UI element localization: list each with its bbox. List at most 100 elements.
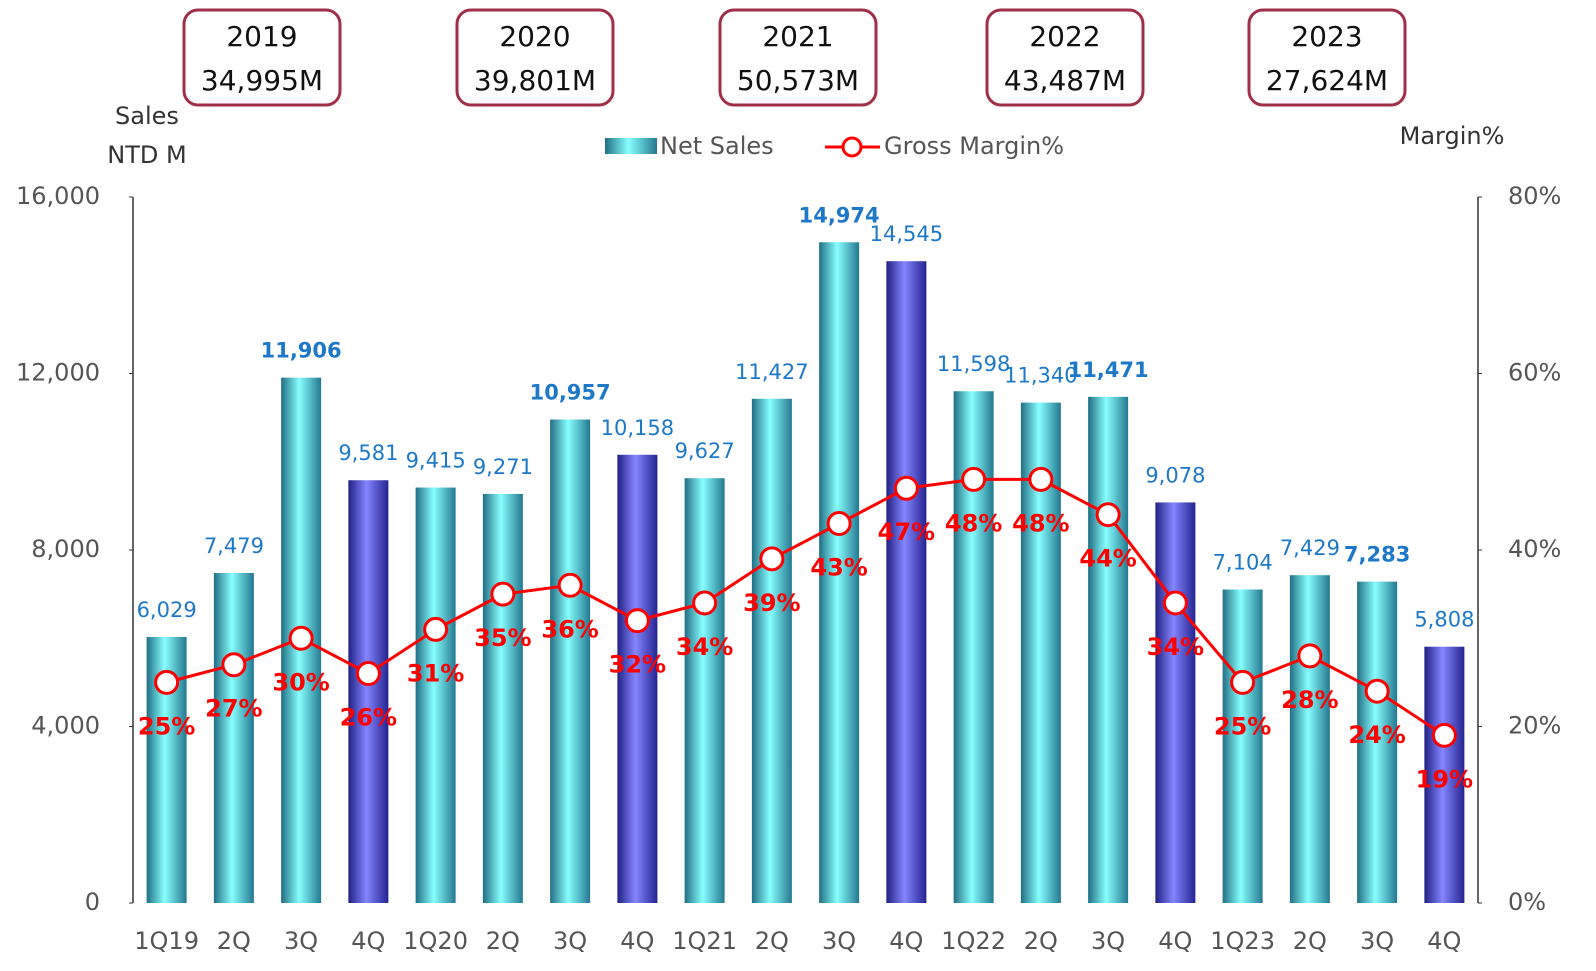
bar-value-label: 11,598 (937, 352, 1010, 376)
bar-value-label: 9,627 (675, 439, 735, 463)
bar-value-label: 11,906 (261, 339, 342, 363)
x-tick-label: 2Q (217, 927, 251, 955)
bar-value-label: 9,271 (473, 455, 533, 479)
x-tick-label: 3Q (1360, 927, 1394, 955)
margin-value-label: 27% (205, 695, 262, 723)
bar-value-label: 7,283 (1344, 543, 1410, 567)
bar-value-label: 11,340 (1004, 364, 1077, 388)
x-tick-label: 2Q (1293, 927, 1327, 955)
bar-value-label: 9,078 (1145, 463, 1205, 487)
x-tick-label: 1Q19 (134, 927, 199, 955)
bar-value-label: 10,158 (601, 416, 674, 440)
y2-tick-label: 60% (1508, 359, 1561, 387)
margin-point (355, 661, 381, 687)
x-tick-label: 4Q (1427, 927, 1461, 955)
year-box (718, 8, 878, 107)
year-box (985, 8, 1145, 107)
bar (1155, 502, 1196, 903)
margin-point (557, 572, 583, 598)
x-tick-label: 1Q22 (941, 927, 1006, 955)
x-tick-label: 3Q (553, 927, 587, 955)
bar-value-label: 14,545 (870, 222, 943, 246)
margin-value-label: 24% (1348, 721, 1405, 749)
bar (886, 261, 927, 903)
year-total: 34,995M (201, 64, 323, 97)
margin-value-label: 31% (407, 659, 464, 687)
margin-point (759, 546, 785, 572)
year-total: 43,487M (1004, 64, 1126, 97)
y-tick-label: 0 (85, 888, 100, 916)
margin-point (1230, 669, 1256, 695)
bar-value-label: 6,029 (137, 598, 197, 622)
x-tick-label: 4Q (351, 927, 385, 955)
y2-tick-label: 20% (1508, 712, 1561, 740)
margin-value-label: 36% (541, 615, 598, 643)
x-tick-label: 2Q (755, 927, 789, 955)
y-tick-label: 4,000 (31, 712, 100, 740)
margin-point (1297, 643, 1323, 669)
margin-value-label: 26% (340, 704, 397, 732)
year-box (1247, 8, 1407, 107)
year-total: 27,624M (1266, 64, 1388, 97)
bar-value-label: 11,427 (735, 360, 808, 384)
bar-value-label: 5,808 (1414, 608, 1474, 632)
legend-swatch (841, 136, 863, 158)
margin-value-label: 35% (474, 624, 531, 652)
bar (550, 419, 591, 903)
x-tick-label: 4Q (620, 927, 654, 955)
margin-point (1364, 678, 1390, 704)
margin-point (692, 590, 718, 616)
year-label: 2020 (499, 20, 570, 53)
x-tick-label: 1Q21 (672, 927, 737, 955)
year-total: 39,801M (474, 64, 596, 97)
bar (617, 454, 658, 903)
y2-axis-label: Margin% (1400, 122, 1505, 150)
margin-value-label: 25% (1214, 712, 1271, 740)
y-axis-label: NTD M (107, 141, 186, 169)
bar (1424, 646, 1465, 903)
y2-tick-label: 0% (1508, 888, 1546, 916)
bar (415, 487, 456, 903)
legend-label: Net Sales (660, 132, 774, 160)
margin-point (490, 581, 516, 607)
margin-point (1431, 722, 1457, 748)
x-tick-label: 3Q (822, 927, 856, 955)
year-label: 2022 (1029, 20, 1100, 53)
margin-point (1162, 590, 1188, 616)
year-box (182, 8, 342, 107)
margin-value-label: 39% (743, 589, 800, 617)
y-tick-label: 16,000 (16, 182, 100, 210)
x-tick-label: 4Q (889, 927, 923, 955)
bar (1357, 581, 1398, 903)
margin-line (166, 477, 1446, 737)
year-label: 2023 (1291, 20, 1362, 53)
bar (819, 242, 860, 904)
x-tick-label: 2Q (486, 927, 520, 955)
x-tick-label: 1Q20 (403, 927, 468, 955)
year-total: 50,573M (737, 64, 859, 97)
margin-point (1028, 466, 1054, 492)
year-box (455, 8, 615, 107)
margin-value-label: 32% (609, 651, 666, 679)
bar-value-label: 10,957 (530, 381, 611, 405)
margin-value-label: 47% (878, 518, 935, 546)
margin-value-label: 19% (1416, 765, 1473, 793)
margin-value-label: 44% (1079, 545, 1136, 573)
margin-value-label: 48% (945, 509, 1002, 537)
bar-value-label: 9,415 (406, 449, 466, 473)
margin-point (154, 669, 180, 695)
x-tick-label: 2Q (1024, 927, 1058, 955)
bar-value-label: 7,429 (1280, 536, 1340, 560)
margin-value-label: 30% (272, 668, 329, 696)
margin-point (893, 475, 919, 501)
bar-value-label: 14,974 (799, 203, 880, 227)
bar (213, 572, 254, 903)
x-tick-label: 4Q (1158, 927, 1192, 955)
margin-value-label: 43% (810, 554, 867, 582)
bar-value-label: 9,581 (338, 441, 398, 465)
bar (751, 398, 792, 903)
margin-point (961, 466, 987, 492)
margin-point (624, 608, 650, 634)
